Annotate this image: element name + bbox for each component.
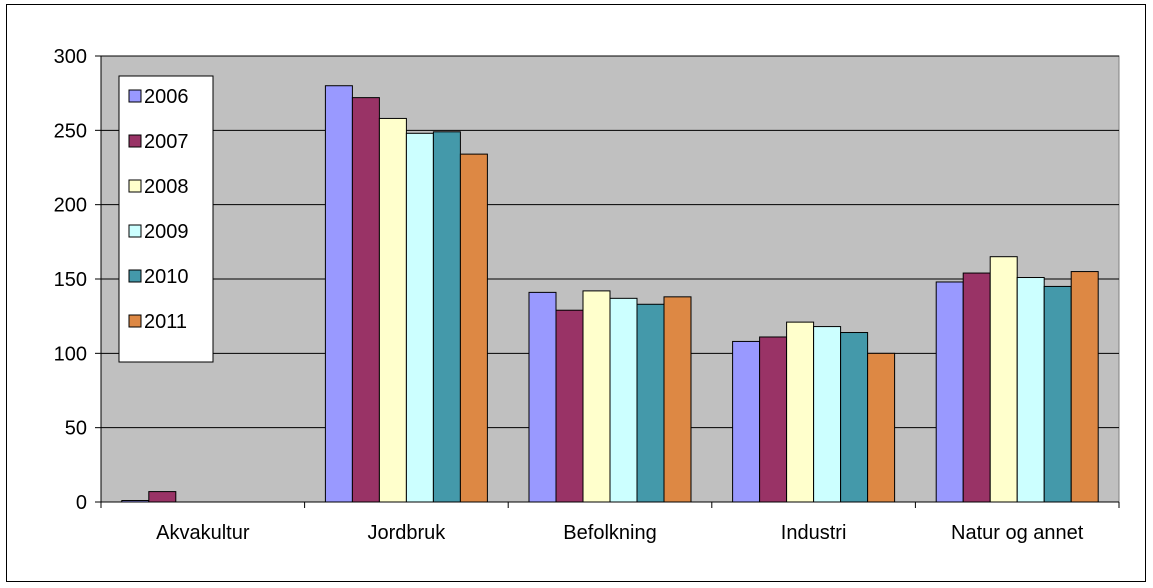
y-tick-label: 100 <box>54 343 87 365</box>
legend-swatch <box>128 269 142 283</box>
bar <box>609 297 638 503</box>
bar <box>840 332 869 503</box>
y-tick-label: 250 <box>54 120 87 142</box>
legend-label: 2011 <box>144 311 187 333</box>
bar <box>582 290 611 503</box>
x-tick-label: Industri <box>781 522 847 544</box>
bar <box>459 153 488 503</box>
y-tick-label: 0 <box>76 492 87 514</box>
bar <box>121 500 150 503</box>
x-tick-label: Jordbruk <box>367 522 446 544</box>
x-tick-label: Akvakultur <box>156 522 250 544</box>
bar <box>432 131 461 503</box>
bar <box>989 256 1018 503</box>
bar <box>1070 271 1099 503</box>
bar <box>962 272 991 503</box>
x-tick-label: Natur og annet <box>951 522 1084 544</box>
bar <box>636 303 665 503</box>
legend-box <box>118 75 214 363</box>
x-tick-label: Befolkning <box>563 522 656 544</box>
y-tick-label: 200 <box>54 195 87 217</box>
legend-swatch <box>128 314 142 328</box>
bar <box>405 132 434 503</box>
bar <box>555 309 584 503</box>
y-tick-label: 300 <box>54 46 87 68</box>
legend-swatch <box>128 134 142 148</box>
legend-label: 2008 <box>144 176 189 198</box>
legend-swatch <box>128 224 142 238</box>
legend-swatch <box>128 179 142 193</box>
legend-swatch <box>128 89 142 103</box>
legend: 2006 2007 2008 2009 2010 2011 <box>118 75 214 363</box>
legend-label: 2010 <box>144 266 189 288</box>
bar <box>1043 285 1072 503</box>
bar <box>935 281 964 503</box>
bar <box>867 352 896 503</box>
bar <box>759 336 788 503</box>
legend-label: 2006 <box>144 86 189 108</box>
bar <box>1016 277 1045 503</box>
bar <box>732 340 761 503</box>
bar <box>663 296 692 503</box>
bar <box>351 97 380 503</box>
bar <box>813 326 842 503</box>
y-tick-label: 50 <box>65 418 87 440</box>
legend-label: 2009 <box>144 221 189 243</box>
bar <box>378 117 407 503</box>
bar <box>324 85 353 503</box>
bar <box>528 291 557 503</box>
legend-label: 2007 <box>144 131 189 153</box>
y-tick-label: 150 <box>54 269 87 291</box>
bar <box>786 321 815 503</box>
bar <box>148 491 177 503</box>
